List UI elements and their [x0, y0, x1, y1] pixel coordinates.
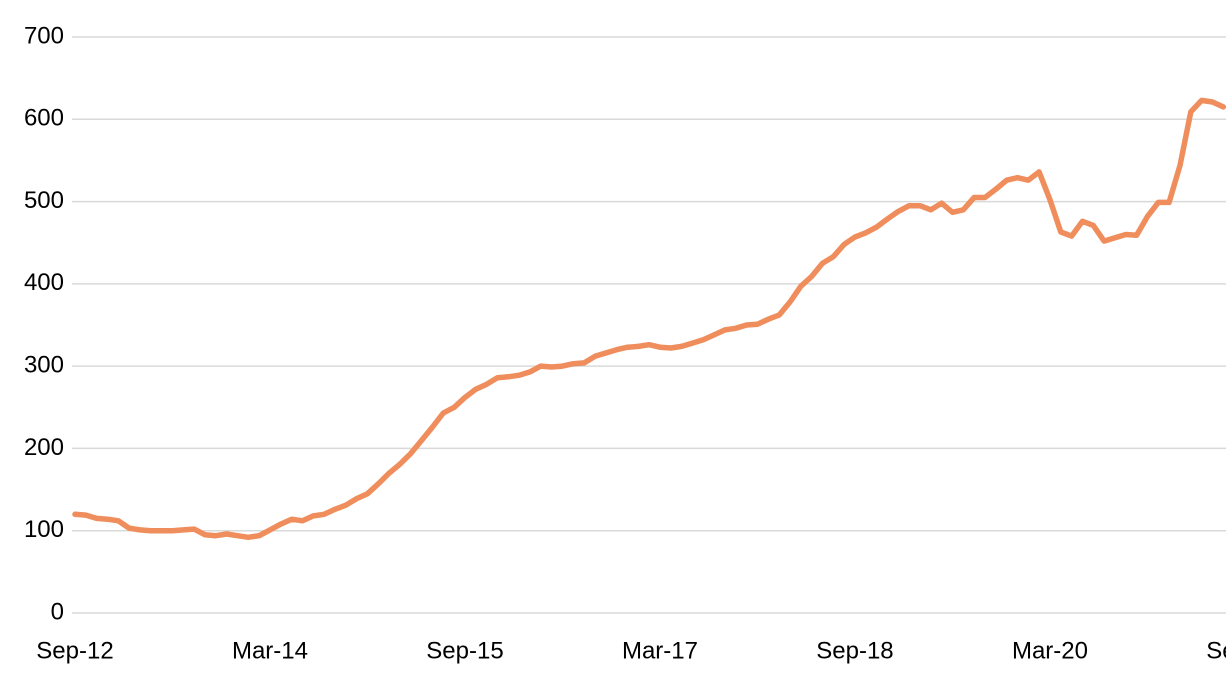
y-tick-label: 700 — [24, 22, 64, 49]
y-tick-label: 500 — [24, 187, 64, 214]
x-tick-label: Sep-21 — [1206, 637, 1226, 664]
x-tick-label: Sep-15 — [426, 637, 503, 664]
y-tick-label: 400 — [24, 269, 64, 296]
line — [72, 97, 1226, 541]
x-tick-label: Sep-12 — [36, 637, 113, 664]
x-tick-label: Mar-14 — [232, 637, 308, 664]
y-tick-label: 100 — [24, 516, 64, 543]
x-tick-label: Mar-17 — [622, 637, 698, 664]
x-tick-label: Mar-20 — [1012, 637, 1088, 664]
y-tick-label: 0 — [51, 598, 64, 625]
y-tick-label: 200 — [24, 434, 64, 461]
y-tick-label: 300 — [24, 351, 64, 378]
x-tick-label: Sep-18 — [816, 637, 893, 664]
y-tick-label: 600 — [24, 105, 64, 132]
